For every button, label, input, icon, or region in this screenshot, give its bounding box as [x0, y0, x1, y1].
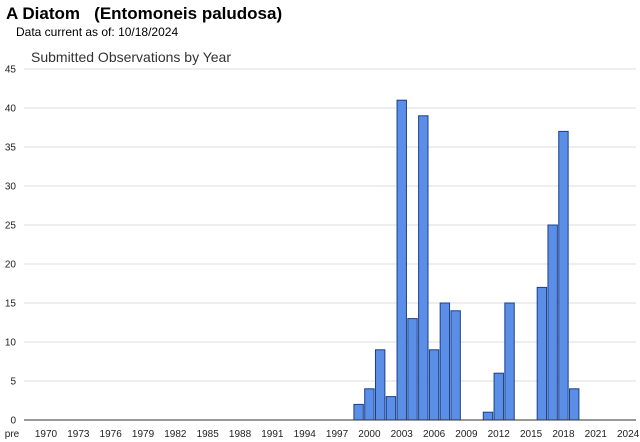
bar	[547, 224, 558, 421]
x-tick-label: 2003	[391, 429, 414, 440]
y-tick-label: 10	[5, 338, 17, 349]
bar	[374, 349, 386, 421]
y-tick-label: 20	[5, 260, 17, 271]
bar	[493, 372, 504, 421]
x-tick-label: 2018	[552, 429, 575, 440]
x-tick-label: 1985	[197, 429, 220, 440]
bar	[396, 99, 407, 421]
bar	[450, 310, 461, 421]
y-tick-label: 25	[5, 221, 17, 232]
page-title: A Diatom (Entomoneis paludosa)	[6, 4, 283, 23]
x-tick-label: 1982	[164, 429, 187, 440]
y-tick-label: 5	[10, 377, 16, 388]
y-tick-label: 0	[10, 416, 16, 427]
bar	[418, 115, 429, 421]
x-tick-label: 2006	[423, 429, 446, 440]
bar	[428, 349, 440, 421]
y-tick-label: 15	[5, 299, 17, 310]
bar	[536, 286, 548, 421]
bar	[504, 302, 515, 421]
x-tick-label: 1994	[294, 429, 317, 440]
x-tick-label: 1979	[132, 429, 155, 440]
y-tick-label: 45	[5, 65, 17, 76]
x-tick-label: 1991	[261, 429, 284, 440]
bar	[385, 396, 397, 421]
x-tick-label: 1997	[326, 429, 349, 440]
y-tick-label: 40	[5, 104, 17, 115]
x-tick-label: 2024	[617, 429, 640, 440]
x-tick-label: 1976	[100, 429, 123, 440]
x-tick-label: 2012	[488, 429, 511, 440]
bar	[407, 318, 418, 421]
data-current-note: Data current as of: 10/18/2024	[16, 25, 178, 39]
data-current-date: 10/18/2024	[118, 25, 179, 39]
y-tick-label: 35	[5, 143, 17, 154]
x-tick-label: 2015	[520, 429, 543, 440]
x-tick-label: 2000	[358, 429, 381, 440]
x-tick-label: pre	[5, 429, 20, 440]
bar	[439, 302, 451, 421]
bar	[482, 411, 494, 421]
data-current-label: Data current as of:	[16, 25, 115, 39]
bar	[558, 130, 569, 421]
x-tick-label: 1970	[35, 429, 58, 440]
chart-title: Submitted Observations by Year	[31, 49, 232, 65]
x-tick-label: 1973	[67, 429, 90, 440]
bar	[569, 388, 580, 421]
bar	[364, 388, 375, 421]
bar	[353, 403, 364, 421]
x-tick-label: 2021	[585, 429, 608, 440]
x-tick-label: 1988	[229, 429, 252, 440]
y-tick-label: 30	[5, 182, 17, 193]
x-tick-label: 2009	[455, 429, 478, 440]
